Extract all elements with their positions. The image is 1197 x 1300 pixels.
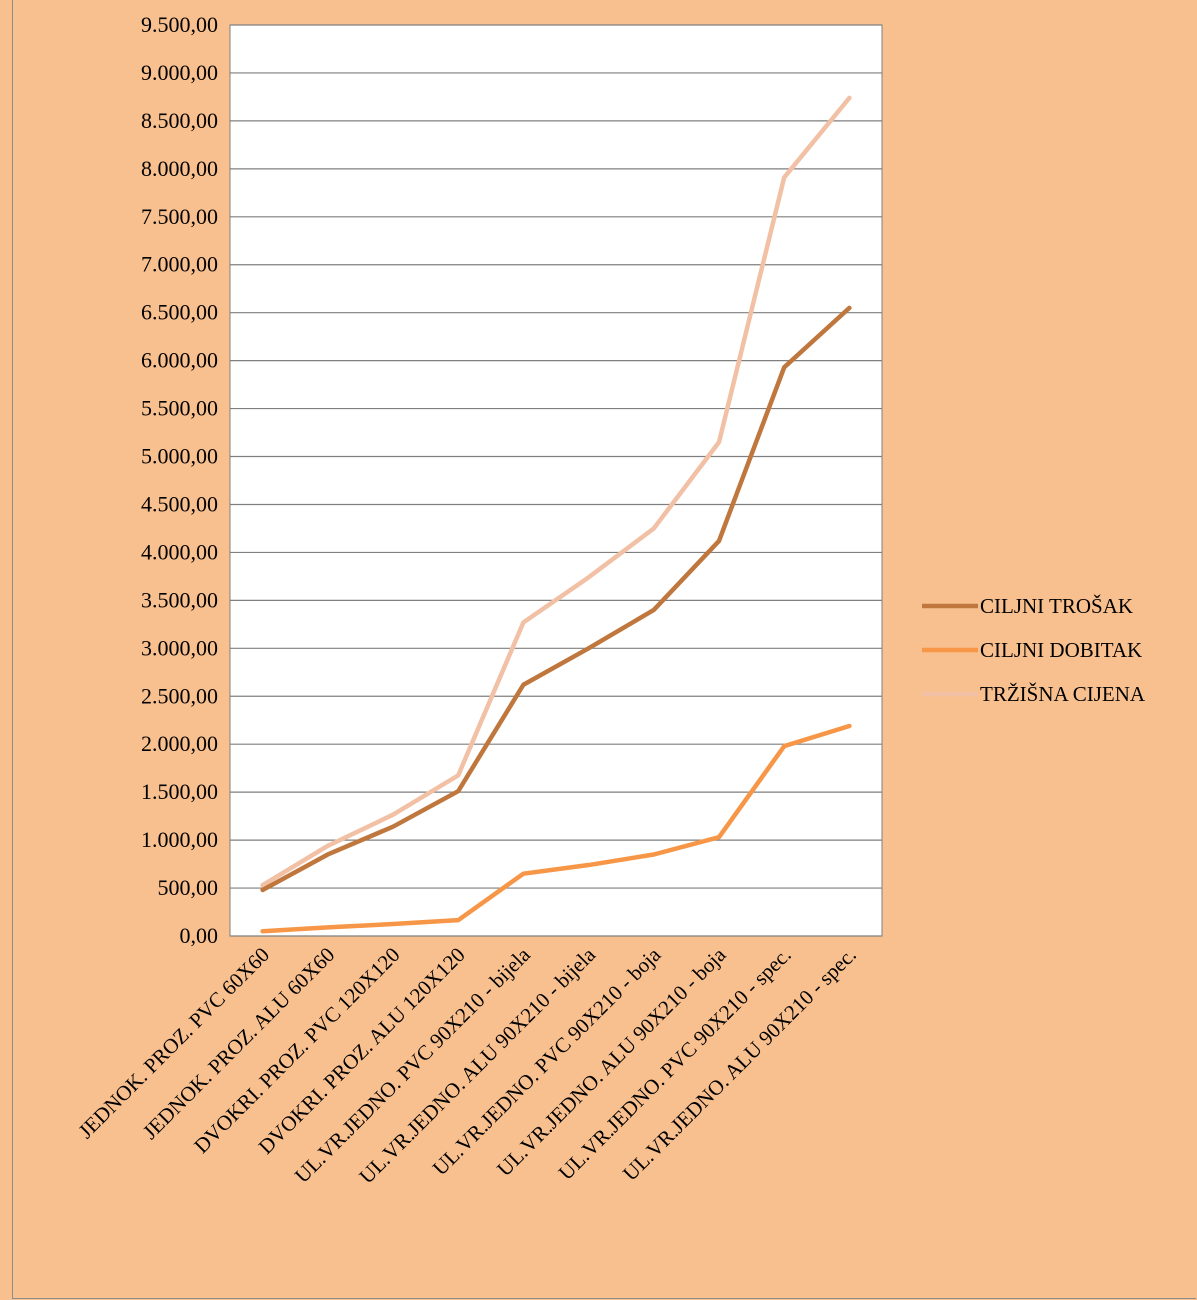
chart-frame: [12, 0, 1196, 1299]
x-tick-label: UL.VR.JEDNO. ALU 90X210 - bijela: [354, 942, 600, 1188]
legend-label: TRŽIŠNA CIJENA: [980, 682, 1146, 706]
y-tick-label: 7.500,00: [141, 204, 218, 229]
y-tick-label: 1.000,00: [141, 827, 218, 852]
y-tick-label: 5.000,00: [141, 444, 218, 469]
x-tick-label: UL.VR.JEDNO. PVC 90X210 - bijela: [290, 942, 536, 1188]
legend-label: CILJNI TROŠAK: [980, 594, 1133, 618]
y-tick-label: 5.500,00: [141, 396, 218, 421]
y-tick-label: 7.000,00: [141, 252, 218, 277]
x-tick-label: UL.VR.JEDNO. ALU 90X210 - boja: [492, 942, 731, 1181]
y-tick-label: 4.500,00: [141, 491, 218, 516]
x-tick-label: UL.VR.JEDNO. ALU 90X210 - spec.: [618, 943, 861, 1186]
y-tick-label: 2.500,00: [141, 683, 218, 708]
x-tick-label: UL.VR.JEDNO. PVC 90X210 - spec.: [554, 943, 796, 1185]
y-tick-label: 4.000,00: [141, 539, 218, 564]
y-tick-label: 3.000,00: [141, 635, 218, 660]
plot-background: [229, 24, 883, 937]
y-tick-label: 2.000,00: [141, 731, 218, 756]
legend-label: CILJNI DOBITAK: [980, 638, 1142, 662]
y-tick-label: 3.500,00: [141, 587, 218, 612]
series-line: [260, 95, 852, 888]
y-tick-label: 8.500,00: [141, 108, 218, 133]
y-tick-label: 1.500,00: [141, 779, 218, 804]
series-line: [260, 723, 852, 934]
legend: CILJNI TROŠAK CILJNI DOBITAK TRŽIŠNA CIJEN…: [922, 594, 1146, 706]
y-tick-label: 500,00: [158, 875, 219, 900]
plot-area: 0,00 500,00 1.000,00 1.500,00 2.000,00 2.500,…: [74, 12, 883, 1188]
y-tick-label: 6.000,00: [141, 348, 218, 373]
y-tick-label: 8.000,00: [141, 156, 218, 181]
y-tick-label: 0,00: [180, 923, 219, 948]
y-tick-label: 9.000,00: [141, 60, 218, 85]
y-tick-label: 9.500,00: [141, 12, 218, 37]
series-line: [260, 305, 852, 893]
y-tick-label: 6.500,00: [141, 300, 218, 325]
